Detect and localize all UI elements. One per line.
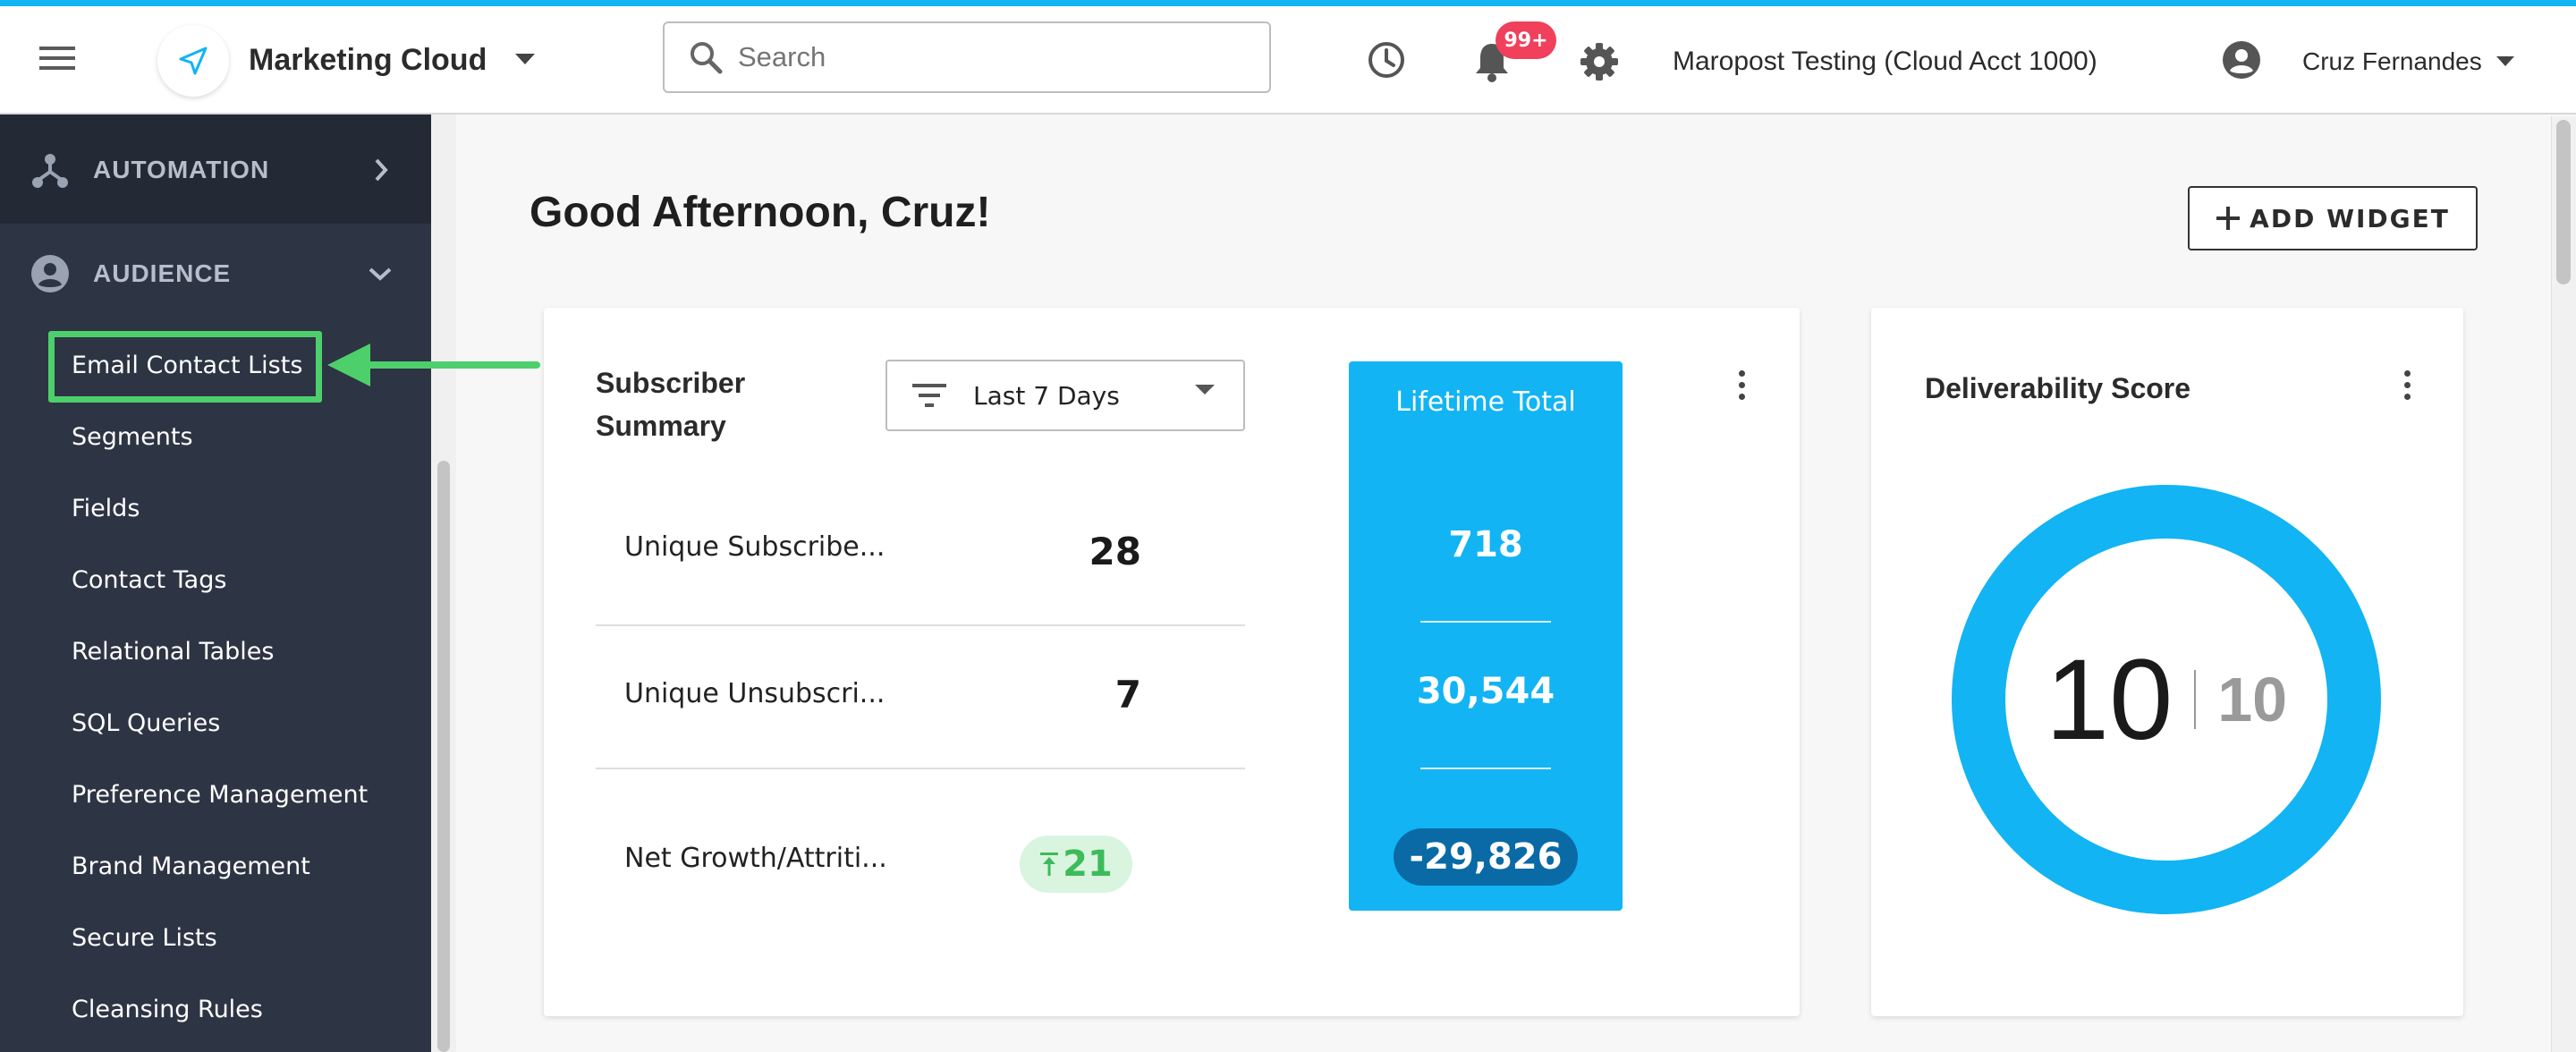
score-separator <box>2194 670 2197 729</box>
chevron-down-icon <box>515 54 536 64</box>
sidebar-section-automation[interactable]: AUTOMATION <box>0 145 431 195</box>
sidebar-section-automation-bg <box>0 115 431 224</box>
sidebar-section-audience[interactable]: AUDIENCE <box>0 249 431 299</box>
sidebar-item-segments[interactable]: Segments <box>72 422 193 451</box>
search-icon <box>691 42 723 74</box>
sidebar-item-contact-tags[interactable]: Contact Tags <box>72 565 227 594</box>
sidebar-item-cleansing-rules[interactable]: Cleansing Rules <box>72 995 263 1023</box>
sidebar-section-label: AUDIENCE <box>93 259 232 287</box>
card-title: Deliverability Score <box>1925 372 2191 404</box>
lifetime-net-pill: -29,826 <box>1394 828 1578 886</box>
page-greeting: Good Afternoon, Cruz! <box>530 189 991 236</box>
sidebar-item-secure-lists[interactable]: Secure Lists <box>72 923 217 952</box>
chevron-down-icon <box>2496 56 2514 66</box>
app-logo-icon[interactable] <box>157 25 229 97</box>
metric-row: Unique Unsubscri... 7 <box>596 626 1245 768</box>
chevron-down-icon <box>1195 385 1215 394</box>
more-options-icon[interactable] <box>2402 370 2411 400</box>
metric-label: Net Growth/Attriti... <box>624 843 887 874</box>
settings-gear-icon[interactable] <box>1580 42 1619 81</box>
automation-icon <box>32 154 68 188</box>
lifetime-total-panel: Lifetime Total 718 30,544 -29,826 <box>1349 361 1623 911</box>
page-scrollbar-thumb[interactable] <box>2556 120 2571 284</box>
score-gauge <box>1950 483 2383 916</box>
annotation-arrow <box>326 340 540 390</box>
notification-badge: 99+ <box>1496 21 1556 59</box>
metric-label: Unique Unsubscri... <box>624 678 886 709</box>
user-name: Cruz Fernandes <box>2302 47 2482 75</box>
row-divider <box>596 768 1245 769</box>
search-input[interactable] <box>736 40 1241 74</box>
person-circle-icon <box>31 255 69 293</box>
hamburger-menu-icon[interactable] <box>39 44 75 72</box>
sidebar-item-brand-management[interactable]: Brand Management <box>72 852 310 880</box>
score-max: 10 <box>2217 665 2288 734</box>
sidebar-scrollbar-thumb[interactable] <box>437 461 450 1052</box>
growth-value: 21 <box>1063 844 1113 885</box>
score-value: 10 <box>2045 635 2174 764</box>
highlight-box <box>48 331 322 403</box>
subscriber-summary-card: Subscriber Summary Last 7 Days Unique Su… <box>544 308 1800 1016</box>
lifetime-value: 718 <box>1448 524 1523 565</box>
search-box[interactable] <box>663 21 1271 93</box>
user-menu[interactable]: Cruz Fernandes <box>2302 37 2571 87</box>
top-accent-stripe <box>0 0 2576 6</box>
metric-row: Unique Subscribe... 28 <box>596 487 1245 621</box>
sidebar-section-label: AUTOMATION <box>93 156 270 183</box>
filter-icon <box>912 384 946 407</box>
metric-label: Unique Subscribe... <box>624 531 886 563</box>
sidebar-item-preference-management[interactable]: Preference Management <box>72 780 369 809</box>
more-options-icon[interactable] <box>1737 370 1746 400</box>
add-widget-button[interactable]: ADD WIDGET <box>2188 186 2478 250</box>
sidebar-item-email-contact-lists[interactable]: Email Contact Lists <box>72 351 303 379</box>
app-title: Marketing Cloud <box>249 42 487 77</box>
lifetime-divider <box>1420 768 1551 769</box>
row-divider <box>596 624 1245 626</box>
metric-row: Net Growth/Attriti... 21 <box>596 769 1245 948</box>
sidebar-item-fields[interactable]: Fields <box>72 494 140 522</box>
arrow-up-icon <box>1040 853 1059 876</box>
add-widget-label: ADD WIDGET <box>2250 203 2450 233</box>
date-range-select[interactable]: Last 7 Days <box>886 360 1245 431</box>
sidebar: AUTOMATION AUDIENCE Email Contact Lists … <box>0 115 431 1052</box>
metric-value: 7 <box>1114 673 1141 717</box>
user-avatar-icon[interactable] <box>2222 40 2261 80</box>
plus-icon <box>2216 207 2241 230</box>
date-range-value: Last 7 Days <box>973 380 1120 411</box>
app-switcher[interactable]: Marketing Cloud <box>249 33 553 87</box>
account-name: Maropost Testing (Cloud Acct 1000) <box>1673 47 2097 76</box>
growth-badge: 21 <box>1020 836 1132 893</box>
chevron-right-icon <box>375 158 388 182</box>
history-clock-icon[interactable] <box>1367 40 1406 80</box>
lifetime-title: Lifetime Total <box>1395 386 1576 418</box>
deliverability-card: Deliverability Score 10 10 <box>1871 308 2463 1016</box>
lifetime-divider <box>1420 621 1551 623</box>
chevron-down-icon <box>369 267 392 281</box>
sidebar-item-sql-queries[interactable]: SQL Queries <box>72 708 221 737</box>
top-bar: Marketing Cloud 99+ <box>0 6 2576 115</box>
sidebar-item-relational-tables[interactable]: Relational Tables <box>72 637 275 666</box>
card-title: Subscriber Summary <box>596 367 746 442</box>
metric-value: 28 <box>1089 530 1141 573</box>
lifetime-value: 30,544 <box>1416 671 1555 712</box>
account-selector[interactable]: Maropost Testing (Cloud Acct 1000) <box>1673 37 2174 87</box>
score-readout: 10 10 <box>1950 483 2383 916</box>
